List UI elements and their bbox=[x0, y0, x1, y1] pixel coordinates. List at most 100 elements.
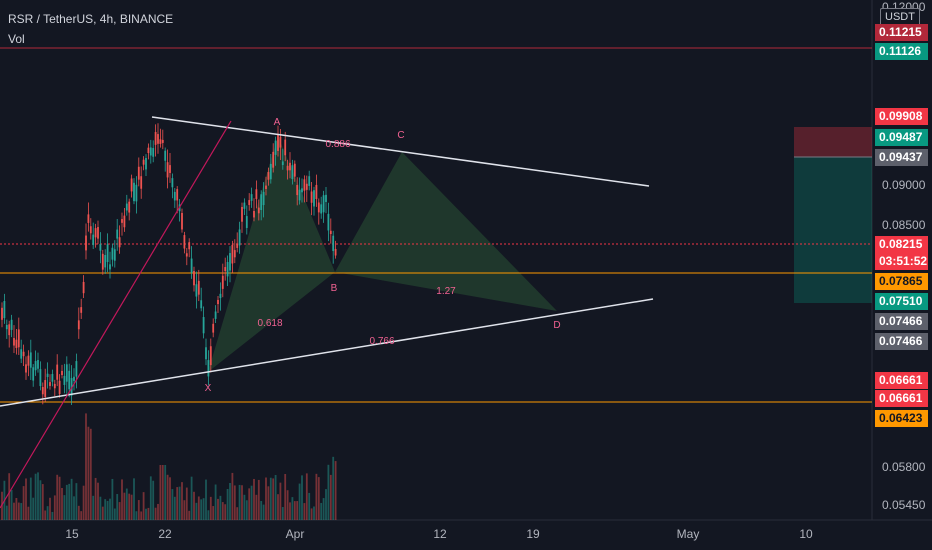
volume-bar bbox=[92, 495, 95, 520]
volume-bar bbox=[99, 496, 102, 520]
candle-body bbox=[332, 235, 335, 252]
volume-bar bbox=[233, 485, 236, 520]
candle-body bbox=[185, 253, 188, 257]
volume-bar bbox=[25, 478, 27, 520]
candle-body bbox=[272, 151, 275, 168]
volume-bar bbox=[190, 476, 193, 520]
volume-bar bbox=[8, 473, 11, 520]
candle-body bbox=[68, 370, 71, 390]
candle-body bbox=[13, 338, 15, 346]
candle-body bbox=[313, 190, 315, 207]
candle-body bbox=[181, 212, 183, 230]
volume-bar bbox=[193, 491, 195, 520]
volume-bar bbox=[238, 484, 241, 520]
volume-bar bbox=[217, 498, 219, 520]
candle-body bbox=[152, 148, 155, 157]
candle-body bbox=[99, 244, 102, 251]
candle-body bbox=[135, 184, 138, 202]
candle-body bbox=[171, 178, 174, 188]
volume-bar bbox=[166, 474, 169, 520]
volume-bar bbox=[327, 464, 330, 520]
candle-body bbox=[301, 188, 303, 193]
candle-body bbox=[20, 349, 23, 359]
volume-bar bbox=[325, 489, 327, 520]
volume-bar bbox=[75, 483, 78, 520]
candle-body bbox=[65, 364, 68, 382]
pattern-triangle-bcd[interactable] bbox=[335, 152, 557, 311]
ratio-label-xb: 0.618 bbox=[257, 318, 283, 329]
candle-body bbox=[149, 147, 152, 156]
candle-body bbox=[284, 139, 287, 156]
price-label: 0.09908 bbox=[875, 108, 928, 125]
time-tick: Apr bbox=[285, 527, 305, 541]
volume-bar bbox=[46, 506, 49, 520]
candle-body bbox=[94, 228, 97, 238]
volume-bar bbox=[111, 478, 114, 520]
candle-body bbox=[17, 329, 20, 348]
candle-body bbox=[241, 206, 243, 222]
candle-body bbox=[325, 194, 327, 202]
volume-bar bbox=[243, 494, 246, 520]
position-stop-zone[interactable] bbox=[794, 127, 872, 157]
price-tick: 0.08500 bbox=[882, 218, 926, 232]
candle-body bbox=[142, 159, 145, 165]
candle-body bbox=[219, 293, 222, 299]
pattern-point-b: B bbox=[330, 283, 338, 294]
volume-bar bbox=[209, 496, 212, 520]
symbol-title[interactable]: RSR / TetherUS, 4h, BINANCE bbox=[8, 12, 174, 26]
lower-trendline[interactable] bbox=[0, 298, 654, 407]
pattern-point-x: X bbox=[204, 383, 212, 394]
candle-body bbox=[44, 380, 47, 397]
candle-body bbox=[77, 320, 80, 330]
price-label: 0.07510 bbox=[875, 293, 928, 310]
volume-bar bbox=[250, 485, 253, 520]
volume-indicator-label[interactable]: Vol bbox=[8, 32, 25, 46]
volume-bar bbox=[214, 484, 217, 520]
pattern-triangle-xab[interactable] bbox=[208, 136, 335, 372]
volume-bar bbox=[224, 504, 227, 520]
candle-body bbox=[116, 229, 119, 239]
candle-body bbox=[173, 191, 176, 201]
candle-body bbox=[15, 339, 18, 348]
volume-bar bbox=[63, 495, 66, 520]
volume-bar bbox=[56, 474, 59, 520]
candle-body bbox=[238, 229, 241, 246]
volume-bar bbox=[135, 511, 138, 520]
volume-bar bbox=[130, 494, 133, 520]
volume-bar bbox=[5, 505, 8, 520]
volume-bar bbox=[49, 497, 51, 520]
candle-body bbox=[269, 163, 272, 180]
volume-bar bbox=[171, 489, 174, 520]
volume-bar bbox=[334, 461, 337, 520]
volume-bar bbox=[80, 511, 83, 520]
volume-bar bbox=[229, 482, 231, 520]
volume-bar bbox=[178, 486, 181, 520]
volume-bar bbox=[152, 480, 155, 520]
volume-bar bbox=[305, 473, 308, 520]
volume-bar bbox=[89, 428, 92, 520]
candle-body bbox=[327, 213, 330, 231]
price-label: 0.07865 bbox=[875, 273, 928, 290]
volume-bar bbox=[17, 502, 20, 520]
volume-bar bbox=[164, 465, 167, 520]
upper-trendline[interactable] bbox=[151, 116, 650, 187]
candle-body bbox=[202, 317, 205, 334]
candle-body bbox=[29, 352, 32, 368]
candle-body bbox=[166, 162, 169, 178]
candle-body bbox=[5, 324, 8, 330]
volume-bar bbox=[157, 503, 159, 520]
volume-bar bbox=[145, 508, 147, 520]
candle-body bbox=[255, 189, 258, 199]
candle-body bbox=[39, 369, 42, 387]
volume-bar bbox=[272, 478, 275, 520]
candle-body bbox=[207, 360, 210, 377]
candle-body bbox=[10, 319, 13, 330]
currency-button[interactable]: USDT bbox=[880, 8, 920, 26]
volume-bar bbox=[255, 494, 258, 520]
position-target-zone[interactable] bbox=[794, 157, 872, 303]
price-label: 0.06661 bbox=[875, 372, 928, 389]
pink-trendline[interactable] bbox=[0, 120, 232, 509]
volume-bar bbox=[53, 495, 56, 520]
volume-bars bbox=[1, 413, 337, 520]
